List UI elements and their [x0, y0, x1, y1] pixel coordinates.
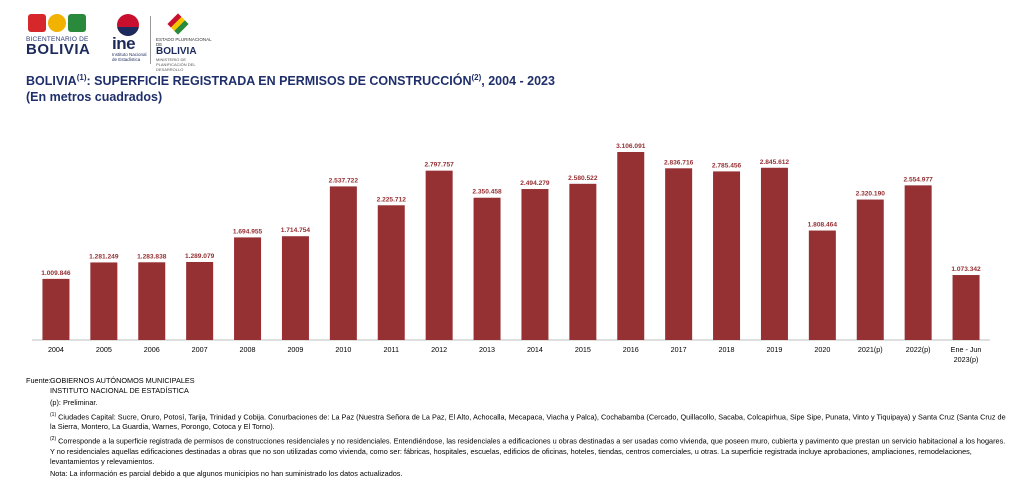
- x-tick-label: 2015: [575, 345, 591, 354]
- data-label: 1.714.754: [281, 227, 311, 234]
- x-tick-label: 2007: [192, 345, 208, 354]
- bar: [234, 237, 262, 340]
- data-label: 2.845.612: [760, 159, 790, 166]
- bar: [473, 197, 501, 340]
- x-tick-label: 2008: [240, 345, 256, 354]
- bar: [138, 262, 166, 340]
- footnote-2: (2) Corresponde a la superficie registra…: [50, 436, 1006, 466]
- x-tick-label: 2021(p): [858, 345, 883, 354]
- gobierno-logo-small: ESTADO PLURINACIONAL DE: [156, 37, 212, 47]
- data-label: 3.106.091: [616, 143, 646, 150]
- x-tick-label: 2014: [527, 345, 543, 354]
- bar: [952, 275, 980, 340]
- x-tick-label: 2009: [287, 345, 303, 354]
- data-label: 2.580.522: [568, 175, 598, 182]
- x-tick-label: 2010: [335, 345, 351, 354]
- data-label: 2.494.279: [520, 180, 550, 187]
- data-label: 2.554.977: [903, 176, 933, 183]
- x-tick-label: 2016: [623, 345, 639, 354]
- bar: [808, 230, 836, 340]
- bar: [42, 278, 70, 340]
- gobierno-logo-sub: MINISTERIO DE PLANIFICACIÓN DEL DESARROL…: [156, 57, 196, 72]
- x-tick-label: 2011: [384, 345, 399, 354]
- x-tick-label: 2005: [96, 345, 112, 354]
- source-2: INSTITUTO NACIONAL DE ESTADÍSTICA: [50, 386, 189, 395]
- data-label: 1.009.846: [41, 270, 71, 277]
- x-tick-label: 2020: [814, 345, 830, 354]
- bar: [186, 261, 214, 340]
- bar: [377, 205, 405, 340]
- bicentenario-line2: BOLIVIA: [26, 41, 91, 58]
- logo-group: BICENTENARIO DE BOLIVIA ine Instituto Na…: [26, 13, 212, 72]
- data-label: 1.283.838: [137, 253, 167, 260]
- data-label: 1.808.464: [808, 222, 838, 229]
- source-1: GOBIERNOS AUTÓNOMOS MUNICIPALES: [50, 376, 195, 385]
- ine-logo-subtext: Instituto Nacional de Estadística: [112, 52, 147, 62]
- x-tick-label: 2013: [479, 345, 495, 354]
- source-label: Fuente:: [26, 376, 51, 385]
- bar: [760, 167, 788, 340]
- data-label: 2.320.190: [856, 191, 886, 198]
- x-tick-label: 2006: [144, 345, 160, 354]
- gobierno-logo: ESTADO PLURINACIONAL DE BOLIVIA MINISTER…: [156, 13, 216, 72]
- x-tick-label: 2019: [766, 345, 782, 354]
- data-label: 2.537.722: [329, 177, 359, 184]
- data-label: 2.797.757: [424, 162, 454, 169]
- bar: [329, 186, 357, 340]
- x-tick-label: 2004: [48, 345, 64, 354]
- x-tick-label: 2022(p): [906, 345, 931, 354]
- bar: [90, 262, 118, 340]
- bar: [569, 183, 597, 340]
- logo-divider: [150, 16, 151, 64]
- bar: [617, 152, 645, 340]
- data-label: 1.289.079: [185, 253, 215, 260]
- bar: [521, 189, 549, 340]
- data-label: 2.836.716: [664, 159, 694, 166]
- chart-footer: Fuente: GOBIERNOS AUTÓNOMOS MUNICIPALES I…: [26, 376, 1006, 479]
- bar: [713, 171, 741, 340]
- footnote-1: (1) Ciudades Capital: Sucre, Oruro, Poto…: [50, 412, 1006, 432]
- bar: [281, 236, 309, 340]
- ine-logo-text: ine: [112, 34, 136, 53]
- chart-title: BOLIVIA(1): SUPERFICIE REGISTRADA EN PER…: [26, 73, 555, 89]
- data-label: 2.225.712: [377, 196, 407, 203]
- bicentenario-logo: BICENTENARIO DE BOLIVIA: [26, 14, 102, 66]
- data-note: Nota: La información es parcial debido a…: [50, 468, 403, 478]
- ine-logo: ine Instituto Nacional de Estadística: [112, 14, 152, 66]
- x-tick-label: 2017: [671, 345, 687, 354]
- preliminary-note: (p): Preliminar.: [50, 398, 98, 407]
- chart-subtitle: (En metros cuadrados): [26, 90, 163, 104]
- data-label: 1.073.342: [951, 266, 981, 273]
- data-label: 1.281.249: [89, 253, 119, 260]
- data-label: 1.694.955: [233, 228, 263, 235]
- bicentenario-line1: BICENTENARIO DE: [26, 36, 89, 43]
- bar: [904, 185, 932, 340]
- bar: [856, 199, 884, 340]
- data-label: 2.785.456: [712, 162, 742, 169]
- x-tick-label: Ene - Jun 2023(p): [951, 345, 982, 364]
- x-tick-label: 2012: [431, 345, 447, 354]
- bar: [665, 168, 693, 340]
- bar: [425, 170, 453, 340]
- gobierno-logo-name: BOLIVIA: [156, 46, 197, 57]
- x-tick-label: 2018: [719, 345, 735, 354]
- data-label: 2.350.458: [472, 189, 502, 196]
